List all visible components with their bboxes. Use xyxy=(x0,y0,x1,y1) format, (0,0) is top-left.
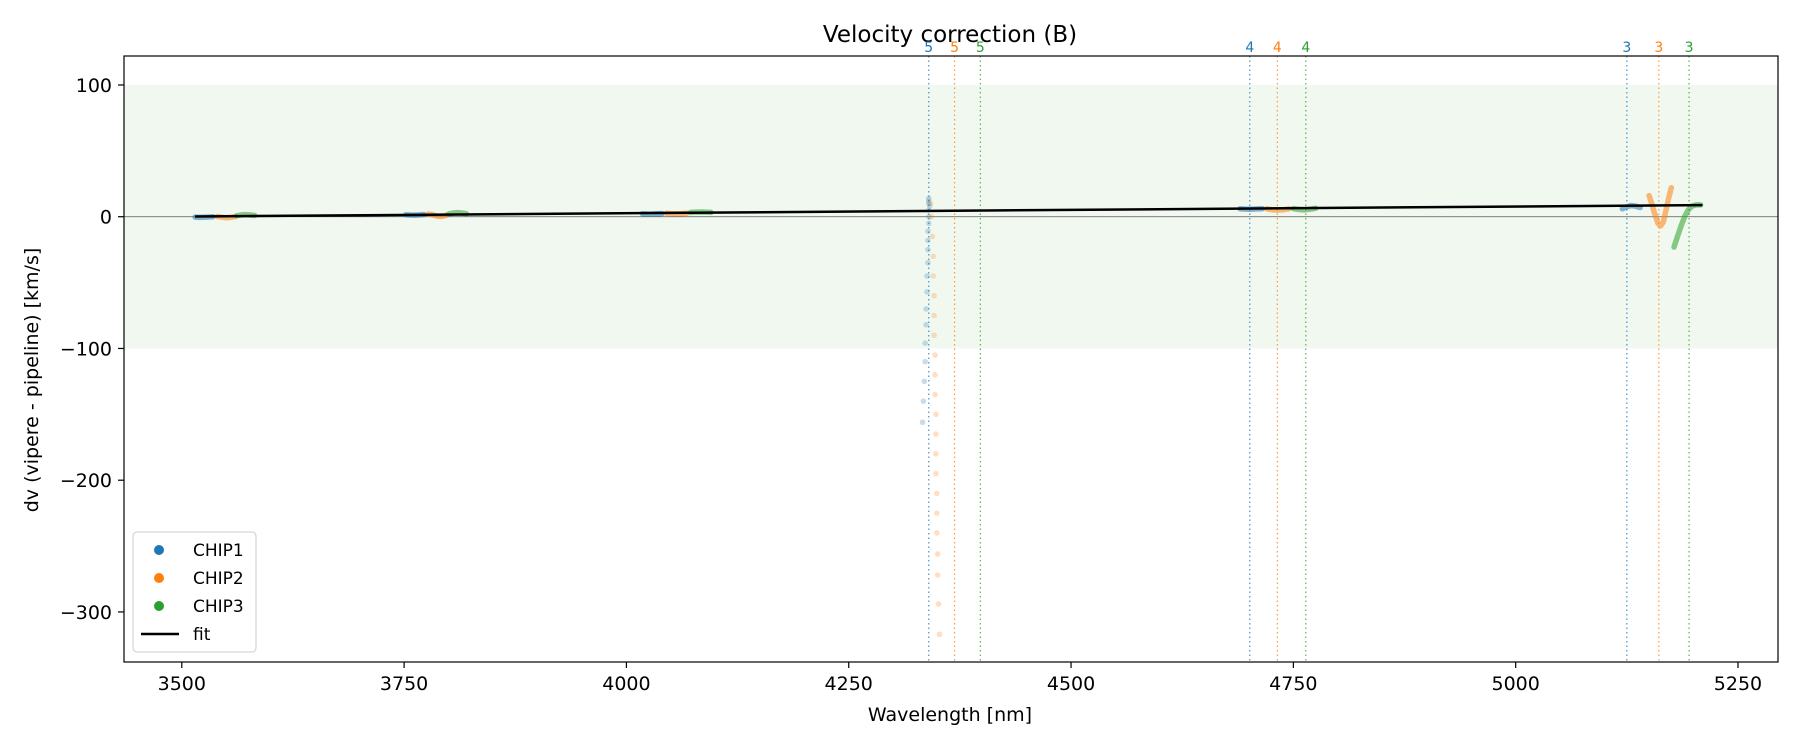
data-point xyxy=(925,220,932,227)
legend-label: CHIP2 xyxy=(193,569,244,589)
data-point xyxy=(930,253,937,260)
order-marker-label: 4 xyxy=(1301,40,1310,56)
data-point xyxy=(925,237,931,244)
data-point xyxy=(933,431,939,437)
x-tick-label: 4750 xyxy=(1269,673,1317,695)
data-point xyxy=(933,530,940,536)
data-point xyxy=(924,273,930,279)
data-point xyxy=(930,273,937,279)
legend-label: CHIP3 xyxy=(193,597,244,617)
data-point xyxy=(927,200,934,207)
data-point xyxy=(933,510,940,516)
data-point xyxy=(931,332,937,339)
data-point xyxy=(919,419,926,426)
data-point xyxy=(923,321,929,328)
data-point xyxy=(925,246,931,253)
plot-area: 5 5 5 4 4 4 3 3 3 xyxy=(123,40,1779,663)
data-point xyxy=(932,372,938,378)
data-point xyxy=(922,340,929,346)
data-point xyxy=(932,352,938,358)
x-axis-label: Wavelength [nm] xyxy=(868,704,1032,726)
data-point xyxy=(922,358,929,365)
data-point xyxy=(925,195,932,202)
legend-label: CHIP1 xyxy=(193,541,244,561)
data-point xyxy=(936,631,943,638)
x-tick-label: 4000 xyxy=(602,673,650,695)
x-axis-ticks: 3500 3750 4000 4250 4500 4750 5000 5250 xyxy=(158,662,1762,695)
data-point xyxy=(928,213,935,220)
legend: CHIP1 CHIP2 CHIP3 fit xyxy=(132,531,257,653)
order-marker-label: 3 xyxy=(1654,40,1663,56)
data-point xyxy=(923,306,929,312)
x-tick-label: 3500 xyxy=(158,673,206,695)
y-axis-label: dv (vipere - pipeline) [km/s] xyxy=(21,248,43,513)
order-marker-label: 5 xyxy=(950,40,959,56)
data-point xyxy=(935,601,942,607)
data-point xyxy=(925,198,932,204)
legend-marker xyxy=(154,601,164,611)
y-tick-label: 100 xyxy=(76,75,112,97)
y-tick-label: −100 xyxy=(60,338,112,360)
data-point xyxy=(933,470,939,477)
data-point xyxy=(932,391,938,398)
y-tick-label: −300 xyxy=(60,602,112,624)
data-point xyxy=(925,228,931,235)
chart-title: Velocity correction (B) xyxy=(823,22,1077,48)
x-tick-label: 4500 xyxy=(1047,673,1095,695)
y-axis-ticks: −300 −200 −100 0 100 xyxy=(60,75,124,624)
data-point xyxy=(925,213,932,220)
data-point xyxy=(920,398,927,404)
data-point xyxy=(924,289,930,295)
x-tick-label: 4250 xyxy=(825,673,873,695)
order-marker-label: 3 xyxy=(1622,40,1631,56)
data-point xyxy=(926,203,933,209)
data-point xyxy=(925,260,931,266)
y-tick-label: −200 xyxy=(60,470,112,492)
axes-frame xyxy=(123,55,1779,663)
order-marker-label: 3 xyxy=(1685,40,1694,56)
data-point xyxy=(934,572,941,578)
data-point xyxy=(931,292,937,299)
data-point xyxy=(933,490,940,497)
data-point xyxy=(933,411,939,418)
order-marker-label: 4 xyxy=(1245,40,1254,56)
data-point xyxy=(934,551,941,557)
legend-marker xyxy=(154,545,164,555)
y-tick-label: 0 xyxy=(100,207,112,229)
plot-content xyxy=(124,56,1778,662)
legend-label: fit xyxy=(193,625,211,645)
x-tick-label: 5000 xyxy=(1491,673,1539,695)
data-point xyxy=(925,200,932,207)
order-marker-label: 4 xyxy=(1273,40,1282,56)
order-marker-label: 5 xyxy=(976,40,985,56)
data-point xyxy=(929,233,936,240)
data-point xyxy=(931,312,937,319)
data-point xyxy=(921,378,928,385)
legend-marker xyxy=(154,573,164,583)
order-marker-label: 5 xyxy=(924,40,933,56)
fit-line xyxy=(195,203,1703,218)
x-tick-label: 5250 xyxy=(1714,673,1762,695)
data-point xyxy=(933,451,939,457)
x-tick-label: 3750 xyxy=(380,673,428,695)
legend-box xyxy=(132,531,257,653)
